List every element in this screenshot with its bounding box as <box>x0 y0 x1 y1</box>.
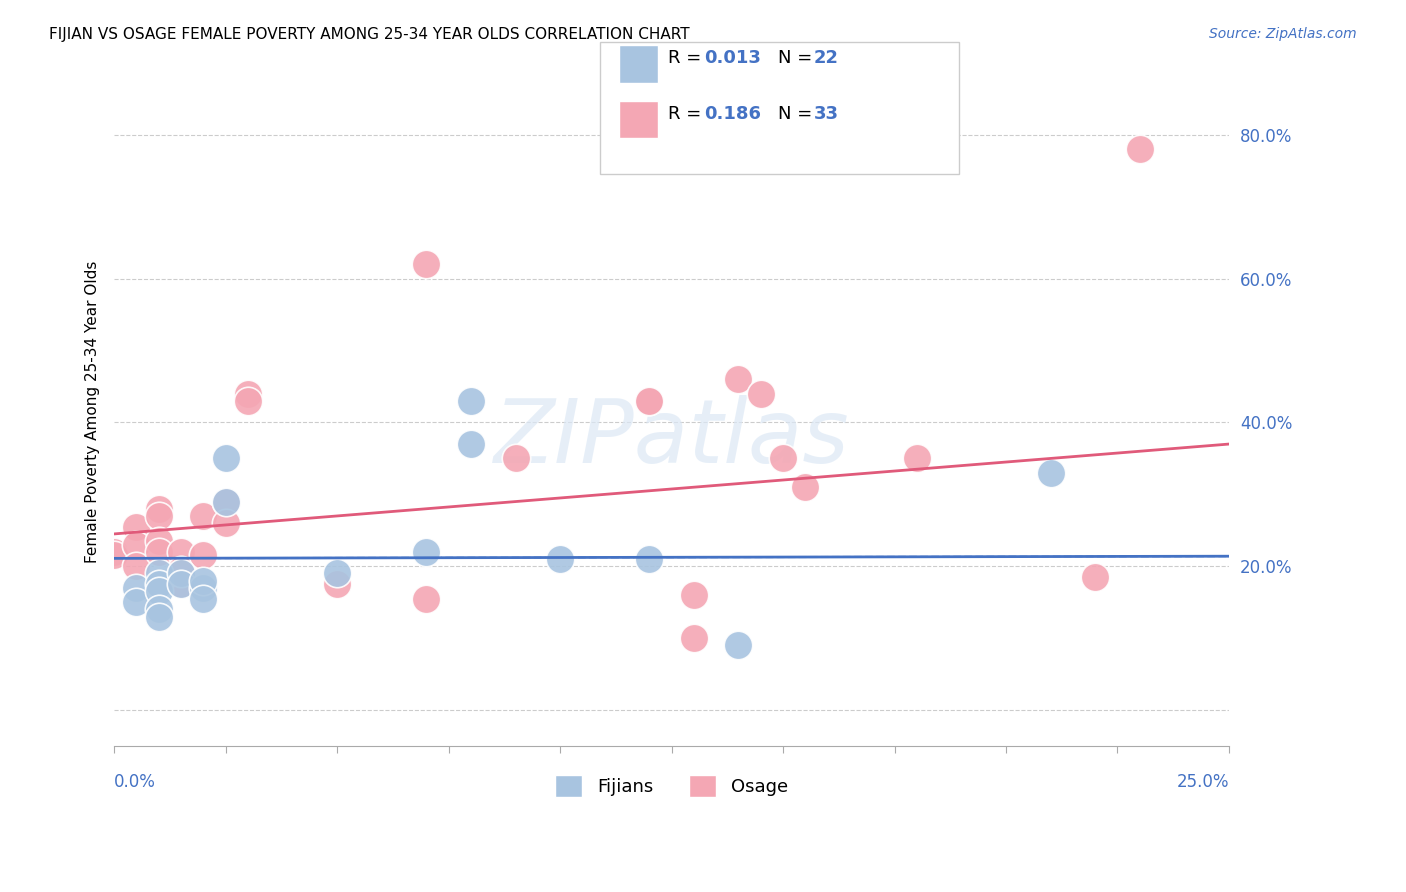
Text: 33: 33 <box>814 104 839 122</box>
Point <box>460 393 482 408</box>
Point <box>794 480 817 494</box>
Point <box>148 534 170 549</box>
Point <box>638 393 661 408</box>
Point <box>415 591 437 606</box>
Point <box>1129 142 1152 156</box>
Point <box>103 549 125 563</box>
Point <box>415 545 437 559</box>
Point <box>193 581 215 595</box>
Point <box>215 516 238 530</box>
Text: R =: R = <box>668 104 707 122</box>
Point <box>215 451 238 466</box>
Point <box>749 386 772 401</box>
Text: 25.0%: 25.0% <box>1177 772 1229 790</box>
Point <box>125 520 148 534</box>
Point <box>236 386 259 401</box>
Point <box>148 508 170 523</box>
Point <box>193 574 215 588</box>
Point <box>170 577 193 591</box>
Point <box>772 451 794 466</box>
Point <box>193 508 215 523</box>
Point <box>215 494 238 508</box>
Text: N =: N = <box>778 49 817 67</box>
Point <box>148 584 170 599</box>
Point <box>148 577 170 591</box>
Point <box>170 563 193 577</box>
Point <box>125 581 148 595</box>
Point <box>125 559 148 574</box>
Point <box>148 566 170 581</box>
Point <box>638 552 661 566</box>
Point <box>460 437 482 451</box>
Legend: Fijians, Osage: Fijians, Osage <box>548 767 794 804</box>
Text: 22: 22 <box>814 49 839 67</box>
Point <box>148 501 170 516</box>
Point <box>905 451 928 466</box>
Point <box>103 545 125 559</box>
Point <box>125 595 148 609</box>
Text: 0.186: 0.186 <box>704 104 762 122</box>
Point <box>326 577 349 591</box>
Text: 0.013: 0.013 <box>704 49 761 67</box>
Point <box>326 566 349 581</box>
Point <box>170 577 193 591</box>
Point <box>727 638 749 652</box>
Point <box>125 538 148 552</box>
Text: 0.0%: 0.0% <box>114 772 156 790</box>
Point <box>1084 570 1107 584</box>
Point <box>170 545 193 559</box>
Y-axis label: Female Poverty Among 25-34 Year Olds: Female Poverty Among 25-34 Year Olds <box>86 260 100 563</box>
Text: ZIPatlas: ZIPatlas <box>494 395 849 482</box>
Text: N =: N = <box>778 104 817 122</box>
Point <box>683 588 706 602</box>
Point <box>193 591 215 606</box>
Point <box>148 602 170 616</box>
Text: FIJIAN VS OSAGE FEMALE POVERTY AMONG 25-34 YEAR OLDS CORRELATION CHART: FIJIAN VS OSAGE FEMALE POVERTY AMONG 25-… <box>49 27 690 42</box>
Text: Source: ZipAtlas.com: Source: ZipAtlas.com <box>1209 27 1357 41</box>
Point <box>638 393 661 408</box>
Point <box>505 451 527 466</box>
Point <box>236 393 259 408</box>
Point <box>215 494 238 508</box>
Point <box>148 545 170 559</box>
Point <box>193 549 215 563</box>
Point <box>683 631 706 645</box>
Point <box>415 257 437 271</box>
Text: R =: R = <box>668 49 707 67</box>
Point <box>148 609 170 624</box>
Point <box>548 552 571 566</box>
Point <box>1039 466 1062 480</box>
Point <box>727 372 749 386</box>
Point <box>170 566 193 581</box>
